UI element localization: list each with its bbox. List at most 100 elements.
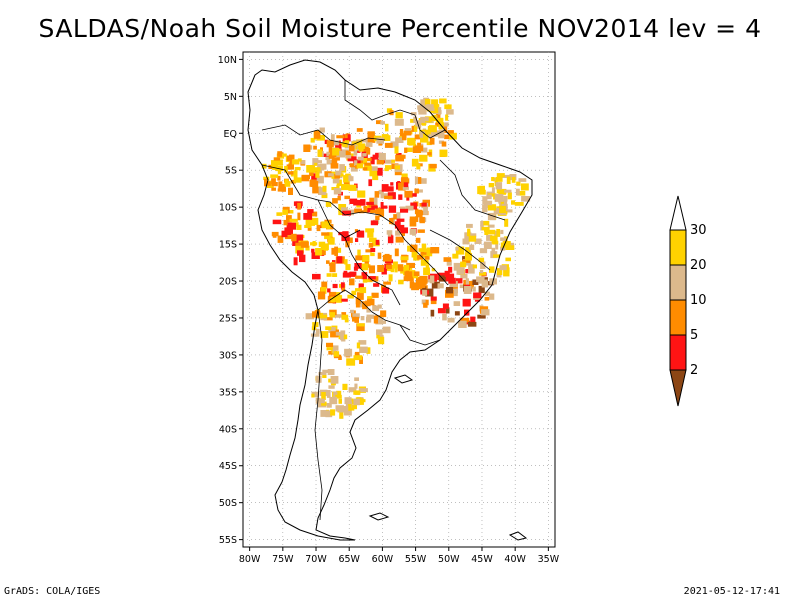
shading-cell [505, 245, 515, 250]
shading-cell [479, 272, 487, 276]
shading-cell [437, 308, 446, 314]
colorbar-label: 10 [690, 293, 707, 308]
shading-cell [367, 134, 376, 143]
shading-cell [426, 247, 431, 255]
shading-cell [377, 304, 382, 309]
shading-cell [321, 232, 330, 236]
shading-cell [469, 244, 475, 250]
shading-cell [477, 314, 486, 319]
shading-cell [417, 254, 424, 260]
shading-cell [403, 264, 410, 271]
shading-cell [431, 99, 439, 105]
shading-cell [395, 112, 403, 119]
shading-cell [333, 140, 340, 146]
shading-cell [459, 284, 464, 289]
shading-cell [463, 279, 467, 286]
shading-cell [324, 139, 328, 144]
shading-cell [458, 320, 467, 328]
shading-cell [329, 312, 335, 318]
shading-cell [381, 184, 389, 192]
shading-cell [426, 104, 434, 111]
shading-cell [482, 196, 488, 204]
shading-cell [306, 165, 315, 173]
shading-cell [438, 124, 443, 130]
shading-cell [353, 390, 361, 395]
shading-cell [348, 184, 357, 191]
shading-cell [303, 144, 311, 152]
shading-cell [444, 104, 452, 110]
shading-cell [474, 238, 482, 244]
shading-cell [357, 323, 365, 327]
shading-cell [441, 141, 447, 147]
shading-cell [347, 237, 353, 243]
shading-cell [336, 247, 342, 253]
shading-cell [344, 195, 350, 200]
shading-cell [489, 293, 495, 300]
shading-cell [517, 191, 526, 196]
shading-cell [277, 168, 282, 175]
shading-cell [342, 141, 348, 148]
shading-cell [429, 125, 437, 133]
shading-cell [314, 130, 321, 139]
shading-cell [445, 114, 449, 121]
shading-cell [318, 398, 325, 404]
shading-cell [376, 137, 384, 144]
shading-cell [490, 235, 498, 242]
shading-cell [382, 287, 390, 294]
shading-cell [354, 383, 358, 389]
shading-cell [288, 187, 293, 195]
shading-cell [420, 286, 427, 293]
shading-cell [362, 145, 369, 150]
shading-cell [395, 230, 401, 236]
shading-cell [345, 264, 351, 271]
shading-cell [325, 410, 333, 418]
shading-cell [295, 242, 302, 247]
lat-tick-label: 20S [219, 277, 237, 288]
shading-cell [345, 154, 352, 159]
shading-cell [502, 241, 511, 247]
soil-moisture-shading [261, 97, 531, 419]
shading-cell [330, 296, 336, 303]
shading-cell [504, 189, 512, 193]
shading-cell [430, 247, 440, 254]
shading-cell [376, 160, 385, 165]
shading-cell [395, 154, 404, 162]
shading-cell [435, 104, 439, 109]
shading-cell [501, 174, 510, 178]
shading-cell [413, 271, 420, 276]
shading-cell [479, 269, 484, 274]
lat-tick-label: 10N [218, 55, 237, 66]
shading-cell [453, 301, 461, 306]
shading-cell [279, 153, 287, 157]
shading-cell [443, 257, 452, 262]
shading-cell [343, 175, 350, 183]
shading-cell [321, 193, 328, 199]
shading-cell [421, 202, 427, 207]
shading-cell [414, 208, 419, 215]
shading-cell [418, 177, 422, 184]
shading-cell [271, 178, 276, 185]
shading-cell [336, 150, 346, 158]
shading-cell [446, 307, 450, 314]
shading-cell [419, 178, 427, 184]
shading-cell [312, 158, 319, 166]
shading-cell [301, 174, 310, 179]
shading-cell [284, 165, 288, 173]
shading-cell [328, 145, 333, 153]
shading-cell [315, 248, 322, 256]
shading-cell [350, 309, 355, 314]
shading-cell [354, 160, 358, 166]
shading-cell [419, 147, 428, 153]
colorbar-label: 5 [690, 328, 698, 343]
shading-cell [372, 175, 379, 181]
shading-cell [398, 194, 403, 200]
shading-cell [346, 358, 356, 366]
shading-cell [331, 157, 338, 164]
shading-cell [426, 279, 434, 283]
shading-cell [436, 117, 444, 123]
shading-cell [322, 374, 327, 378]
shading-cell [354, 316, 359, 323]
shading-cell [324, 235, 331, 240]
shading-cell [333, 314, 343, 318]
shading-cell [271, 160, 277, 167]
